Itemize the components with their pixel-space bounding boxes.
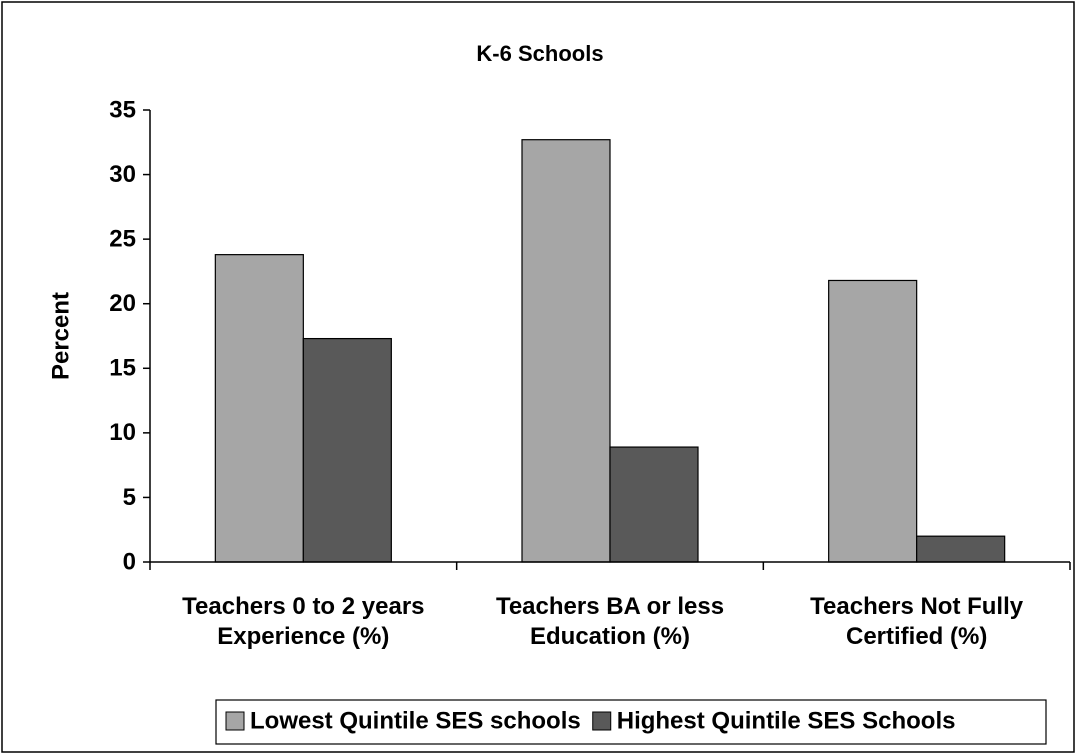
bar [302, 337, 392, 563]
bar [521, 139, 611, 563]
y-axis-title: Percent [47, 292, 74, 380]
bar [609, 446, 699, 563]
y-tick-label: 20 [109, 290, 136, 317]
legend-box [215, 699, 1047, 745]
y-tick-label: 5 [123, 484, 136, 511]
chart-title: K-6 Schools [476, 41, 603, 66]
bar [916, 535, 1006, 563]
y-tick-label: 30 [109, 161, 136, 188]
bar [828, 279, 918, 563]
x-tick-label: Teachers 0 to 2 years Experience (%) [182, 593, 425, 650]
x-tick-label: Teachers Not Fully Certified (%) [810, 593, 1024, 650]
y-tick-label: 0 [123, 548, 136, 575]
legend-label: Lowest Quintile SES schools [250, 707, 581, 734]
y-tick-label: 25 [109, 225, 136, 252]
y-tick-label: 35 [109, 96, 136, 123]
x-tick-label: Teachers BA or less Education (%) [495, 593, 725, 650]
legend-swatch [225, 711, 245, 731]
legend-label: Highest Quintile SES Schools [617, 707, 956, 734]
y-tick-label: 15 [109, 355, 136, 382]
y-tick-label: 10 [109, 419, 136, 446]
bar [214, 254, 304, 563]
legend-swatch [592, 711, 612, 731]
